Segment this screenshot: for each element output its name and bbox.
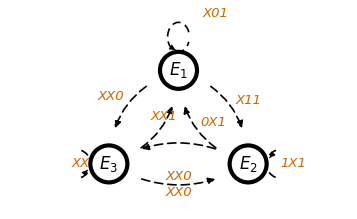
Text: XX0: XX0 (72, 157, 99, 170)
Text: 0X1: 0X1 (200, 116, 226, 129)
Text: XX0: XX0 (97, 90, 124, 103)
Text: XX0: XX0 (165, 186, 192, 199)
Text: $E_3$: $E_3$ (99, 154, 119, 174)
Text: 1X1: 1X1 (281, 157, 307, 170)
Circle shape (230, 145, 267, 182)
Text: X11: X11 (235, 94, 261, 107)
Text: XX0: XX0 (165, 170, 192, 184)
Text: X01: X01 (202, 7, 228, 20)
Text: $E_1$: $E_1$ (169, 60, 188, 80)
Circle shape (90, 145, 127, 182)
Circle shape (160, 52, 197, 89)
Text: $E_2$: $E_2$ (239, 154, 257, 174)
Text: XX1: XX1 (150, 110, 177, 122)
